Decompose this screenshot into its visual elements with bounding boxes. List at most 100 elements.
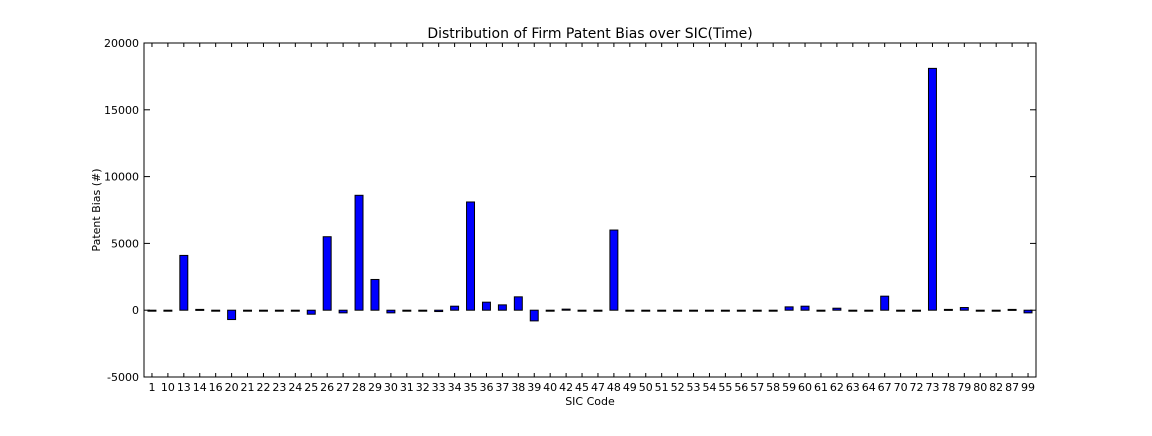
x-tick-label: 36 xyxy=(479,381,493,394)
x-tick-label: 64 xyxy=(862,381,876,394)
x-tick-label: 56 xyxy=(734,381,748,394)
x-tick-label: 13 xyxy=(177,381,191,394)
bar-56 xyxy=(737,310,745,311)
bar-61 xyxy=(817,310,825,311)
bar-16 xyxy=(212,310,220,311)
bar-67 xyxy=(881,296,889,310)
y-axis-label: Patent Bias (#) xyxy=(90,168,103,251)
bar-33 xyxy=(435,310,443,311)
x-tick-label: 37 xyxy=(495,381,509,394)
x-tick-label: 52 xyxy=(671,381,685,394)
y-tick-label: 0 xyxy=(132,304,139,317)
x-tick-label: 72 xyxy=(910,381,924,394)
x-tick-label: 28 xyxy=(352,381,366,394)
bar-10 xyxy=(164,310,172,311)
bar-64 xyxy=(865,310,873,311)
x-tick-label: 38 xyxy=(511,381,525,394)
x-tick-label: 78 xyxy=(941,381,955,394)
bar-72 xyxy=(913,310,921,311)
bar-35 xyxy=(467,202,475,310)
bar-30 xyxy=(387,310,395,313)
x-tick-label: 42 xyxy=(559,381,573,394)
x-tick-label: 50 xyxy=(639,381,653,394)
x-tick-label: 30 xyxy=(384,381,398,394)
bar-48 xyxy=(610,230,618,310)
x-tick-label: 99 xyxy=(1021,381,1035,394)
y-tick-label: -5000 xyxy=(107,371,139,384)
plot-frame xyxy=(144,43,1036,377)
y-tick-label: 20000 xyxy=(104,37,139,50)
bar-20 xyxy=(228,310,236,319)
bar-36 xyxy=(482,302,490,310)
bar-37 xyxy=(498,305,506,310)
bar-25 xyxy=(307,310,315,314)
x-tick-label: 24 xyxy=(288,381,302,394)
x-tick-label: 23 xyxy=(272,381,286,394)
x-tick-label: 87 xyxy=(1005,381,1019,394)
bar-87 xyxy=(1008,309,1016,310)
x-tick-label: 32 xyxy=(416,381,430,394)
bar-63 xyxy=(849,310,857,311)
ticks-layer: 1101314162021222324252627282930313233343… xyxy=(104,37,1036,394)
bar-79 xyxy=(960,308,968,311)
bar-21 xyxy=(244,310,252,311)
bar-80 xyxy=(976,310,984,311)
x-tick-label: 57 xyxy=(750,381,764,394)
bar-52 xyxy=(674,310,682,311)
x-tick-label: 45 xyxy=(575,381,589,394)
bar-70 xyxy=(897,310,905,311)
bar-60 xyxy=(801,306,809,310)
bar-39 xyxy=(530,310,538,321)
x-tick-label: 63 xyxy=(846,381,860,394)
bar-55 xyxy=(721,310,729,311)
x-tick-label: 59 xyxy=(782,381,796,394)
x-tick-label: 33 xyxy=(432,381,446,394)
x-tick-label: 20 xyxy=(225,381,239,394)
bar-34 xyxy=(451,306,459,310)
x-tick-label: 73 xyxy=(925,381,939,394)
x-tick-label: 80 xyxy=(973,381,987,394)
bar-57 xyxy=(753,310,761,311)
x-tick-label: 34 xyxy=(448,381,462,394)
bar-50 xyxy=(642,310,650,311)
x-tick-label: 61 xyxy=(814,381,828,394)
bar-59 xyxy=(785,307,793,310)
x-tick-label: 82 xyxy=(989,381,1003,394)
x-tick-label: 58 xyxy=(766,381,780,394)
bar-42 xyxy=(562,309,570,310)
x-tick-label: 53 xyxy=(687,381,701,394)
x-tick-label: 47 xyxy=(591,381,605,394)
x-tick-label: 39 xyxy=(527,381,541,394)
x-tick-label: 67 xyxy=(878,381,892,394)
x-tick-label: 70 xyxy=(894,381,908,394)
bars-layer xyxy=(148,68,1032,321)
bar-24 xyxy=(291,310,299,311)
bar-13 xyxy=(180,255,188,310)
bar-49 xyxy=(626,310,634,311)
x-axis-label: SIC Code xyxy=(565,395,615,408)
x-tick-label: 21 xyxy=(241,381,255,394)
x-tick-label: 14 xyxy=(193,381,207,394)
x-tick-label: 79 xyxy=(957,381,971,394)
x-tick-label: 31 xyxy=(400,381,414,394)
x-tick-label: 26 xyxy=(320,381,334,394)
bar-53 xyxy=(690,310,698,311)
x-tick-label: 10 xyxy=(161,381,175,394)
chart-title: Distribution of Firm Patent Bias over SI… xyxy=(427,26,752,42)
bar-73 xyxy=(928,68,936,310)
y-tick-label: 5000 xyxy=(111,237,139,250)
x-tick-label: 16 xyxy=(209,381,223,394)
x-tick-label: 27 xyxy=(336,381,350,394)
bar-62 xyxy=(833,308,841,310)
bar-23 xyxy=(275,310,283,311)
bar-29 xyxy=(371,279,379,310)
bar-26 xyxy=(323,237,331,310)
bar-51 xyxy=(658,310,666,311)
x-tick-label: 62 xyxy=(830,381,844,394)
y-tick-label: 10000 xyxy=(104,171,139,184)
x-tick-label: 1 xyxy=(148,381,155,394)
bar-40 xyxy=(546,310,554,311)
bar-32 xyxy=(419,310,427,311)
